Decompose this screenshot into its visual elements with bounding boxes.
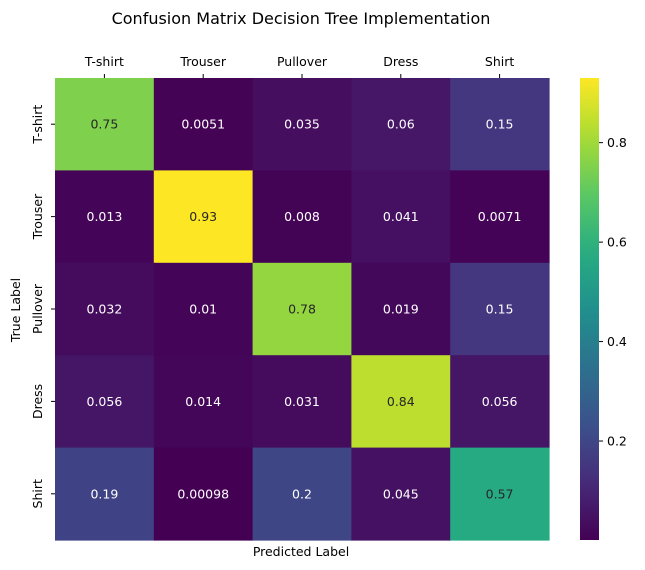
heatmap-cell — [153, 262, 254, 356]
heatmap-cell — [55, 262, 155, 356]
heatmap-cell — [351, 78, 451, 171]
x-tick-label: Shirt — [485, 54, 514, 69]
y-tick-label: Shirt — [30, 479, 45, 508]
heatmap-cell — [55, 78, 155, 171]
heatmap-cell — [153, 355, 254, 449]
y-tick-labels: T-shirt Trouser Pullover Dress Shirt — [30, 105, 55, 508]
heatmap-grid: 0.75 0.0051 0.035 0.06 0.15 0.013 0.93 0.008 0.0… — [55, 78, 550, 541]
heatmap-cell — [153, 170, 254, 264]
chart-title: Confusion Matrix Decision Tree Implement… — [112, 9, 491, 28]
cell-value-label: 0.014 — [185, 394, 221, 409]
x-tick-label: Dress — [383, 54, 418, 69]
heatmap-cell — [450, 355, 550, 449]
cell-value-label: 0.0071 — [478, 209, 522, 224]
cell-value-label: 0.0051 — [181, 117, 225, 132]
colorbar-tick-label: 0.8 — [607, 135, 627, 150]
x-tick-label: T-shirt — [84, 54, 124, 69]
cell-value-label: 0.019 — [383, 302, 419, 317]
cell-value-label: 0.15 — [486, 117, 514, 132]
y-axis-label: True Label — [8, 278, 23, 343]
heatmap-cell — [351, 170, 451, 264]
cell-value-label: 0.78 — [288, 302, 316, 317]
heatmap-cell — [153, 78, 254, 171]
cell-value-label: 0.045 — [383, 486, 419, 501]
heatmap-cell — [351, 447, 451, 541]
colorbar — [580, 78, 599, 540]
heatmap-cell — [252, 355, 352, 449]
y-tick-label: Trouser — [30, 193, 45, 240]
colorbar-tick-label: 0.4 — [607, 334, 627, 349]
heatmap-cell — [351, 355, 451, 449]
heatmap-cell — [252, 447, 352, 541]
x-axis-label: Predicted Label — [253, 544, 349, 559]
cell-value-label: 0.01 — [189, 302, 217, 317]
cell-value-label: 0.2 — [292, 486, 312, 501]
y-tick-label: Dress — [30, 384, 45, 419]
heatmap-cell — [450, 447, 550, 541]
cell-value-label: 0.06 — [387, 117, 415, 132]
colorbar-tick-label: 0.6 — [607, 235, 627, 250]
cell-value-label: 0.93 — [189, 209, 217, 224]
heatmap-cell — [55, 447, 155, 541]
x-tick-labels: T-shirt Trouser Pullover Dress Shirt — [84, 54, 514, 78]
heatmap-cell — [450, 78, 550, 171]
cell-value-label: 0.75 — [90, 117, 118, 132]
cell-value-label: 0.84 — [387, 394, 415, 409]
cell-value-label: 0.056 — [482, 394, 518, 409]
heatmap-cell — [252, 170, 352, 264]
y-tick-label: Pullover — [30, 283, 45, 334]
heatmap-cell — [153, 447, 254, 541]
heatmap-cell — [55, 355, 155, 449]
x-tick-label: Trouser — [179, 54, 226, 69]
cell-value-label: 0.032 — [87, 302, 123, 317]
cell-value-label: 0.19 — [90, 486, 118, 501]
heatmap-cell — [252, 78, 352, 171]
cell-value-label: 0.035 — [284, 117, 320, 132]
heatmap-cell — [450, 170, 550, 264]
colorbar-ticks: 0.2 0.4 0.6 0.8 — [599, 135, 627, 449]
cell-value-label: 0.00098 — [177, 486, 229, 501]
cell-value-label: 0.041 — [383, 209, 419, 224]
y-tick-label: T-shirt — [30, 105, 45, 145]
heatmap-cell — [252, 262, 352, 356]
cell-value-label: 0.031 — [284, 394, 320, 409]
cell-value-label: 0.15 — [486, 302, 514, 317]
cell-value-label: 0.57 — [486, 486, 514, 501]
heatmap-cell — [351, 262, 451, 356]
cell-value-label: 0.008 — [284, 209, 320, 224]
cell-value-label: 0.013 — [87, 209, 123, 224]
colorbar-tick-label: 0.2 — [607, 434, 627, 449]
x-tick-label: Pullover — [277, 54, 328, 69]
heatmap-cell — [450, 262, 550, 356]
cell-value-label: 0.056 — [87, 394, 123, 409]
heatmap-cell — [55, 170, 155, 264]
